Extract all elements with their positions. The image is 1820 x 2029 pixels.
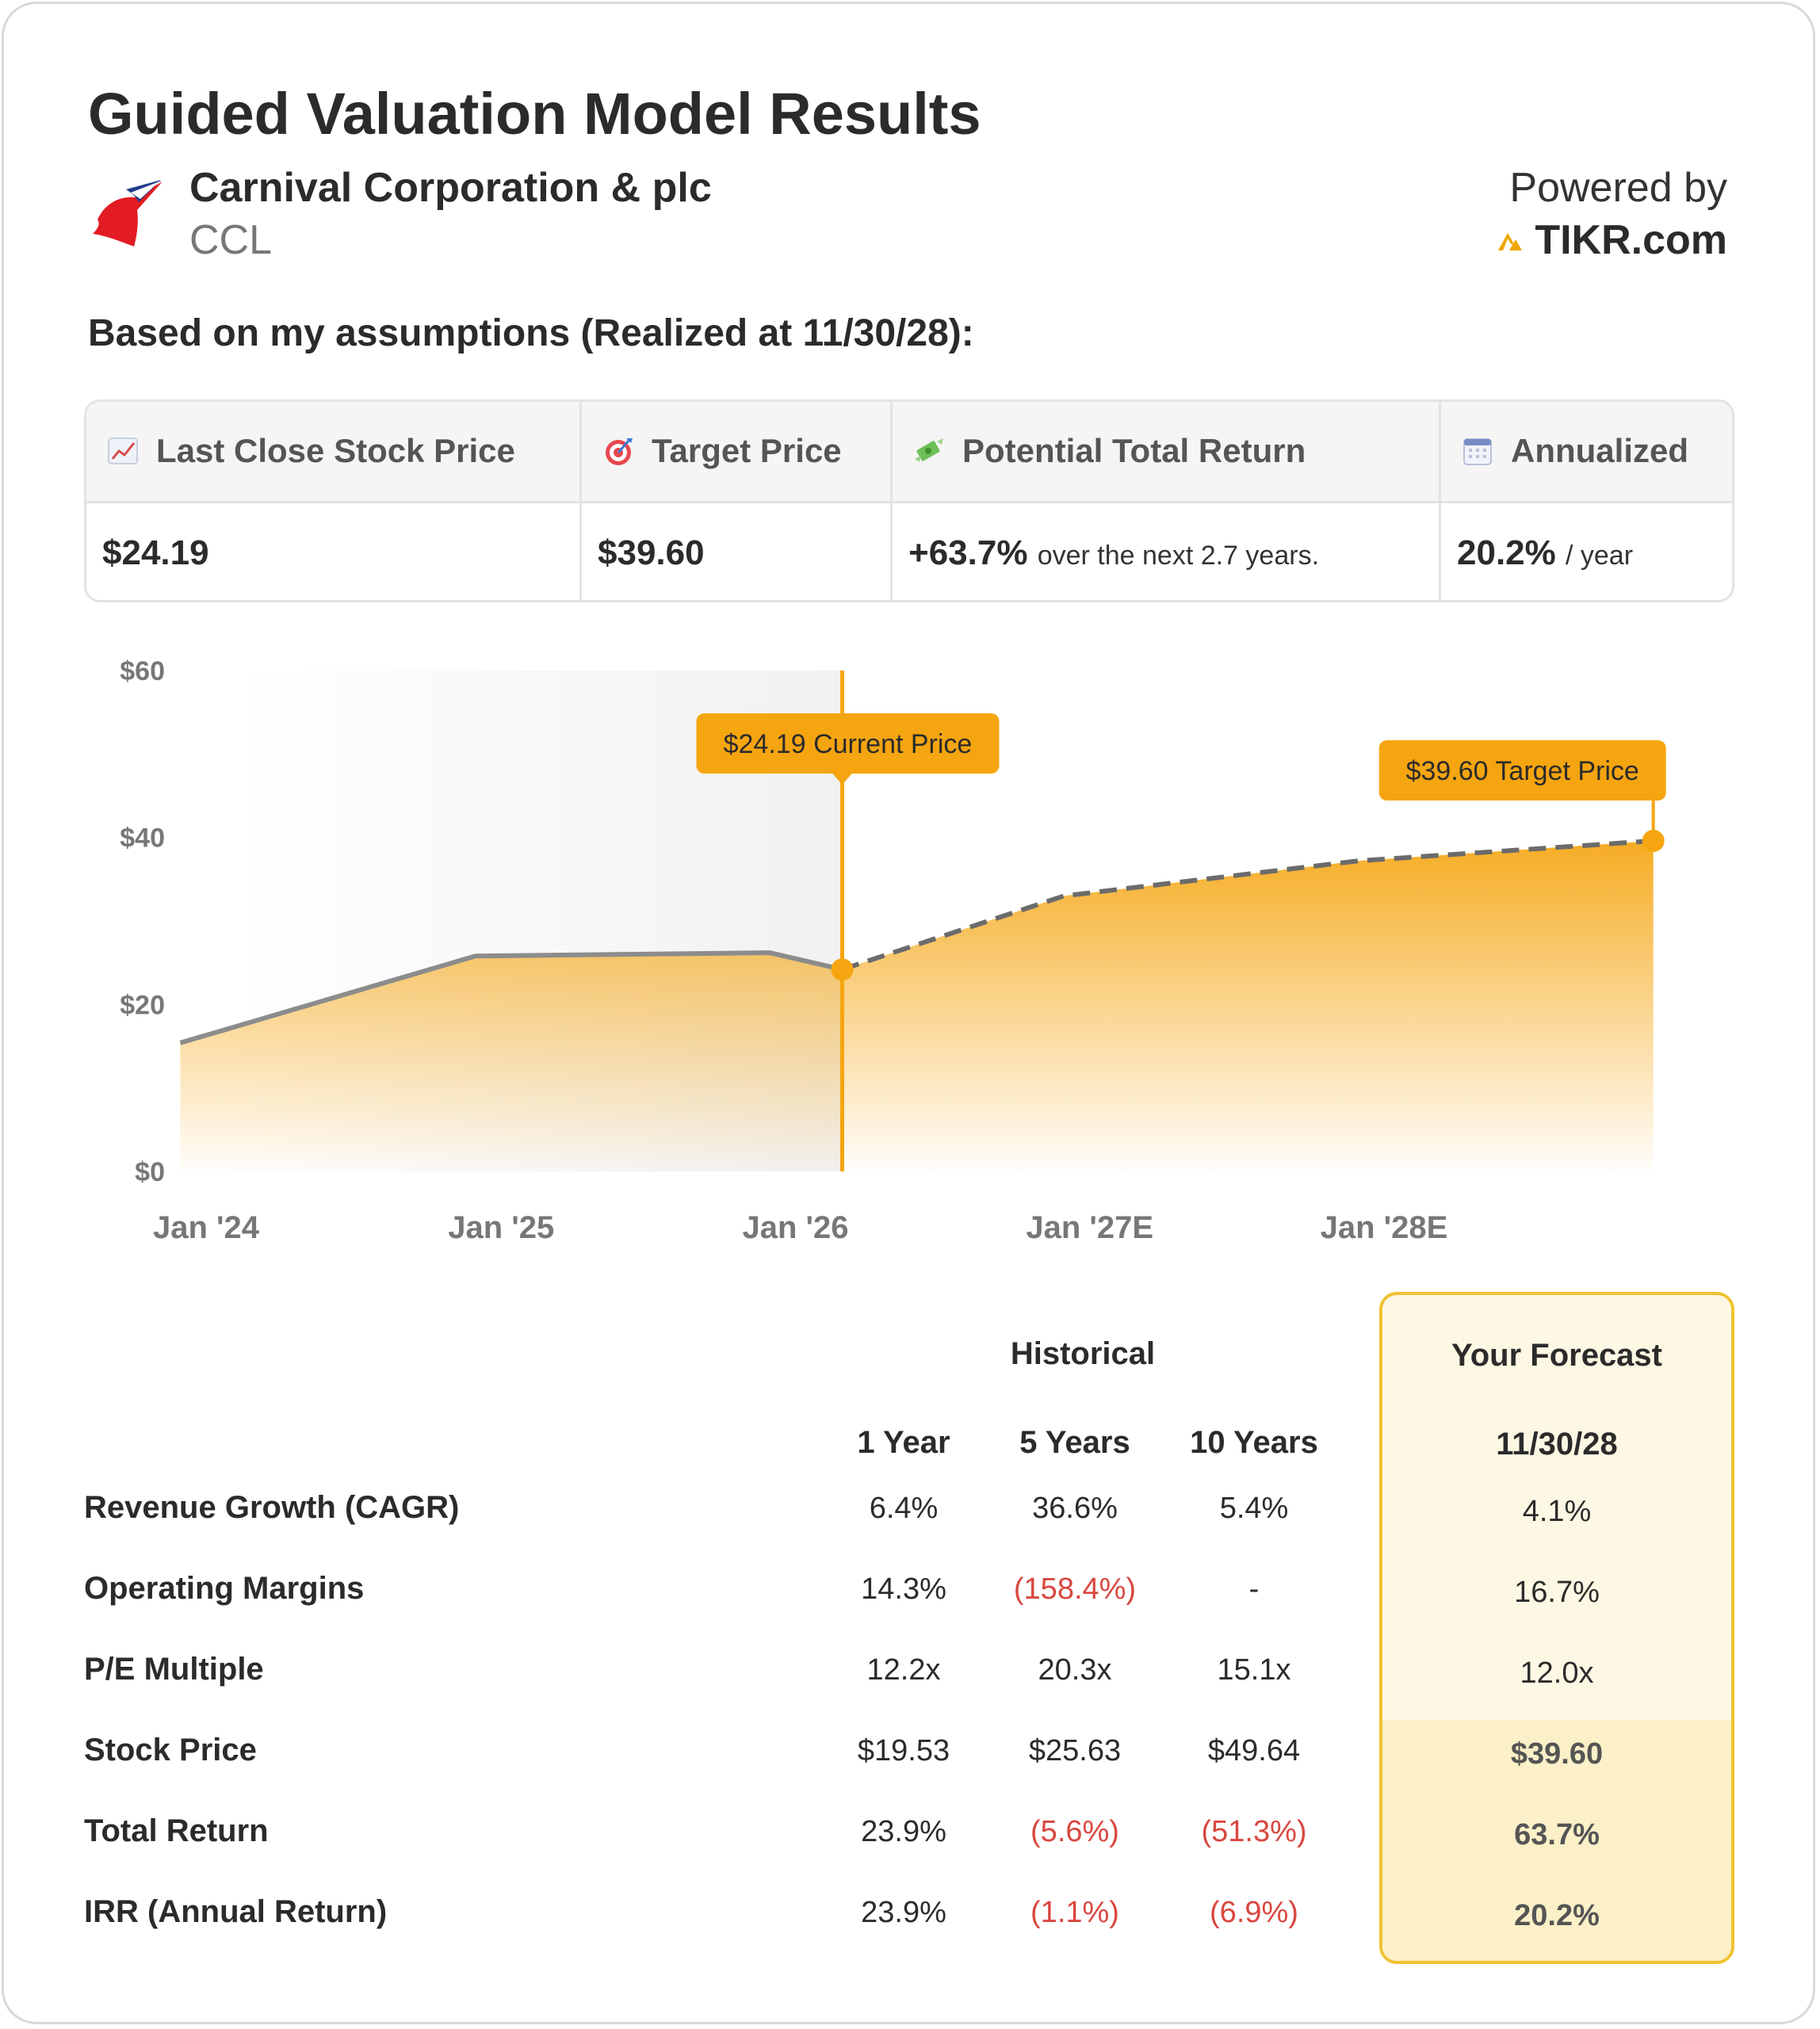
annotation-callout [696, 713, 1000, 774]
annotation-point [1642, 829, 1665, 852]
row-label: Operating Margins [84, 1571, 365, 1606]
x-tick-label: Jan '26 [742, 1210, 848, 1245]
table-cell: 23.9% [861, 1896, 946, 1929]
forecast-panel [1379, 1292, 1734, 1964]
forecast-cell: 63.7% [1514, 1818, 1600, 1851]
summary-label: Potential Total Return [913, 432, 1306, 470]
summary-col-last-close: Last Close Stock Price $24.19 [86, 402, 579, 600]
page-title: Guided Valuation Model Results [88, 81, 981, 147]
table-cell: $25.63 [1028, 1734, 1122, 1767]
annotation-pointer [831, 772, 854, 785]
table-cell: (6.9%) [1210, 1896, 1298, 1929]
table-cell: - [1248, 1572, 1260, 1606]
brand-name: TIKR.com [1535, 217, 1727, 263]
ticker-symbol: CCL [189, 217, 273, 263]
summary-value: $24.19 [102, 533, 209, 572]
carnival-logo-icon [93, 180, 162, 246]
forecast-cell: $39.60 [1510, 1737, 1604, 1771]
forecast-cell: 20.2% [1514, 1899, 1600, 1932]
tikr-logo-icon [1498, 233, 1523, 250]
summary-header-row [86, 402, 1732, 503]
summary-col-total-return: Potential Total Return +63.7% over the n… [890, 402, 1439, 600]
forecast-cell: 12.0x [1520, 1656, 1594, 1690]
x-tick-label: Jan '28E [1321, 1210, 1448, 1245]
summary-col-target-price: Target Price $39.60 [579, 402, 890, 600]
table-cell: 15.1x [1217, 1653, 1291, 1687]
table-cell: 36.6% [1032, 1492, 1118, 1525]
powered-by-label: Powered by [1509, 165, 1727, 211]
y-tick-label: $20 [120, 990, 165, 1020]
table-cell: 23.9% [861, 1815, 946, 1848]
summary-label: Last Close Stock Price [107, 432, 515, 470]
summary-value: 20.2% / year [1457, 533, 1634, 572]
column-header-10-years: 10 Years [1190, 1425, 1318, 1460]
historical-header: Historical [1010, 1336, 1156, 1371]
table-cell: (5.6%) [1030, 1815, 1119, 1848]
row-label: IRR (Annual Return) [84, 1894, 388, 1929]
table-cell: (51.3%) [1201, 1815, 1307, 1848]
forecast-line [841, 838, 1654, 972]
row-label: Stock Price [84, 1733, 257, 1767]
company-name: Carnival Corporation & plc [189, 165, 712, 211]
column-header-1-year: 1 Year [857, 1425, 950, 1460]
column-header-5-years: 5 Years [1019, 1425, 1130, 1460]
y-tick-label: $40 [120, 823, 165, 854]
price-area [180, 840, 1654, 1171]
y-tick-label: $60 [120, 656, 165, 686]
chart-increasing-icon [108, 438, 138, 464]
table-cell: $49.64 [1207, 1734, 1301, 1767]
table-cell: 12.2x [866, 1653, 941, 1687]
money-with-wings-icon [915, 438, 943, 462]
x-tick-label: Jan '24 [153, 1210, 260, 1245]
assumptions-heading: Based on my assumptions (Realized at 11/… [88, 312, 974, 354]
annotation-label: $39.60 Target Price [1406, 756, 1639, 786]
summary-value: +63.7% over the next 2.7 years. [908, 533, 1320, 572]
price-chart: $60 $40 $20 $0 Jan '24 Jan '25 Jan '26 Jan '27E… [120, 656, 1666, 1245]
x-tick-label: Jan '25 [448, 1210, 554, 1245]
summary-value: $39.60 [598, 533, 705, 572]
summary-col-annualized: Annualized 20.2% / year [1439, 402, 1732, 600]
row-label: Revenue Growth (CAGR) [84, 1490, 460, 1525]
forecast-cell: 4.1% [1522, 1495, 1592, 1528]
calendar-icon [1463, 438, 1492, 465]
target-icon [606, 438, 633, 465]
row-label: Total Return [84, 1813, 269, 1848]
historical-line [179, 950, 843, 1045]
forecast-cell: 16.7% [1514, 1576, 1600, 1609]
summary-table: Last Close Stock Price $24.19 Target Pri… [84, 399, 1734, 602]
table-cell: (1.1%) [1030, 1896, 1119, 1929]
table-cell: 6.4% [869, 1492, 939, 1525]
table-cell: (158.4%) [1013, 1572, 1137, 1606]
table-cell: 14.3% [861, 1572, 946, 1606]
annotation-point [831, 958, 854, 981]
brand-link[interactable]: TIKR.com [1497, 216, 1727, 264]
summary-label: Target Price [602, 432, 842, 470]
table-cell: 5.4% [1219, 1492, 1289, 1525]
y-tick-label: $0 [135, 1157, 165, 1187]
summary-label: Annualized [1462, 432, 1688, 470]
annotation-callout [1378, 740, 1666, 801]
annotation-label: $24.19 Current Price [724, 729, 973, 759]
table-cell: $19.53 [857, 1734, 950, 1767]
forecast-results-shade [1382, 1720, 1731, 1961]
forecast-header: Your Forecast [1451, 1338, 1662, 1373]
x-tick-label: Jan '27E [1026, 1210, 1153, 1245]
column-header-forecast-date: 11/30/28 [1496, 1427, 1618, 1462]
row-label: P/E Multiple [84, 1652, 264, 1687]
table-cell: 20.3x [1038, 1653, 1112, 1687]
